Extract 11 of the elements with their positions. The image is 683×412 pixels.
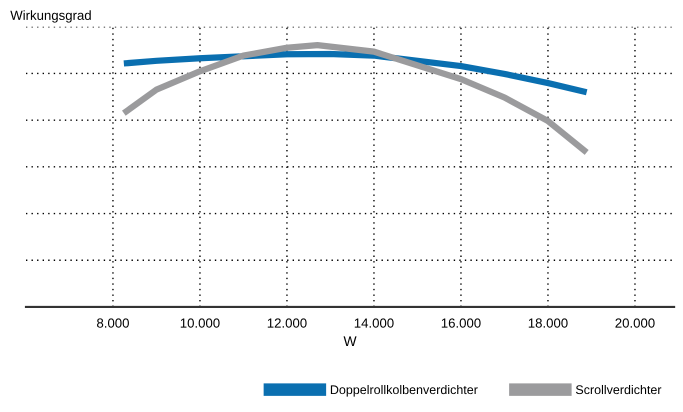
x-tick-label: 8.000 (97, 318, 129, 328)
x-tick-label: 10.000 (180, 318, 220, 328)
y-axis-title: Wirkungsgrad (10, 10, 91, 23)
x-tick-label: 16.000 (442, 318, 481, 328)
x-axis-title: W (344, 336, 357, 346)
x-tick-label: 18.000 (528, 318, 568, 328)
legend-label: Scrollverdichter (576, 384, 662, 394)
x-tick-label: 12.000 (268, 318, 307, 328)
legend-label: Doppelrollkolbenverdichter (330, 384, 478, 397)
x-tick-label: 20.000 (615, 318, 655, 328)
x-tick-label: 14.000 (354, 318, 394, 328)
